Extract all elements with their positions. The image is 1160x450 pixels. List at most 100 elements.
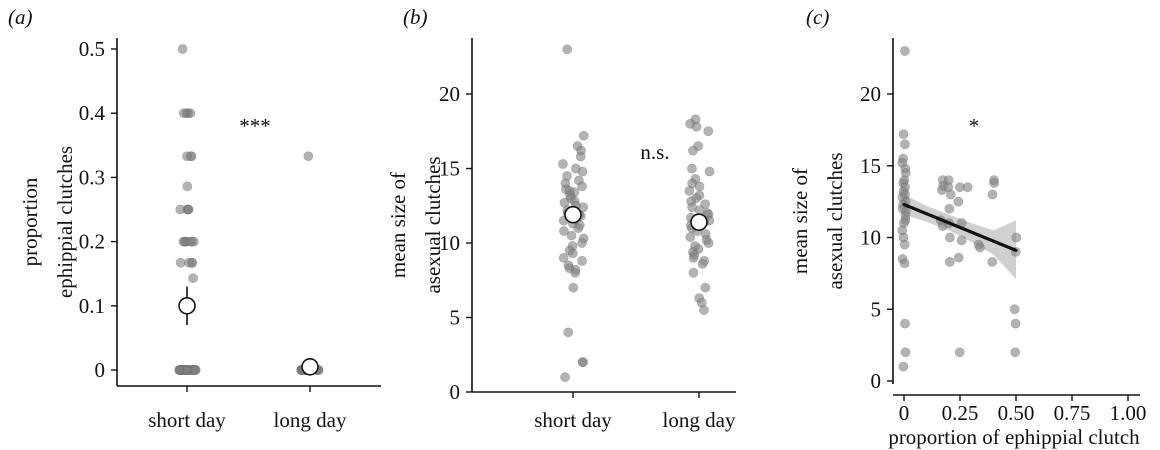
- mean-marker-a: [178, 296, 196, 315]
- panel-b: (b) 0 5 10 15 20 short day long day mean size of…: [386, 5, 736, 432]
- y-tick-label-a: 0.5: [79, 37, 105, 61]
- data-point-b: [577, 181, 587, 192]
- data-point-b: [577, 166, 588, 177]
- data-point-b: [688, 267, 699, 278]
- mean-marker-b: [564, 205, 582, 224]
- data-point-a: [303, 151, 314, 162]
- data-point-b: [699, 305, 709, 315]
- x-tick-label-c: 0: [899, 401, 910, 425]
- y-tick-label-c: 15: [860, 154, 881, 178]
- x-axis-title-c: proportion of ephippial clutch: [888, 425, 1140, 449]
- data-point-b: [568, 282, 579, 293]
- data-point-a: [188, 273, 198, 284]
- y-tick-label-b: 15: [439, 157, 460, 181]
- x-tick-label-b: long day: [663, 408, 736, 432]
- y-tick-label-c: 0: [871, 369, 882, 393]
- data-point-b: [685, 232, 696, 242]
- y-tick-label-a: 0.3: [79, 165, 105, 189]
- y-tick-label-a: 0: [95, 358, 106, 382]
- panel-label-a: (a): [8, 5, 33, 29]
- data-point-a: [183, 257, 194, 268]
- significance-label-c: *: [969, 114, 980, 138]
- data-point-c: [898, 361, 909, 372]
- data-point-c: [900, 139, 910, 150]
- data-point-b: [560, 372, 570, 382]
- data-point-a: [178, 108, 189, 119]
- data-point-b: [700, 282, 711, 293]
- panel-label-b: (b): [403, 5, 428, 29]
- data-point-b: [703, 126, 714, 137]
- data-point-b: [700, 199, 710, 210]
- data-point-c: [953, 196, 964, 207]
- data-point-a: [175, 257, 186, 268]
- significance-label-b: n.s.: [640, 140, 669, 164]
- y-tick-label-b: 0: [450, 380, 461, 404]
- data-point-c: [900, 347, 911, 358]
- data-point-c: [1010, 318, 1021, 329]
- data-point-b: [684, 185, 695, 196]
- x-tick-label-c: 1.00: [1110, 401, 1147, 425]
- data-point-b: [694, 181, 705, 192]
- x-tick-label-a: long day: [274, 408, 347, 432]
- data-point-a: [182, 181, 193, 192]
- data-point-c: [899, 46, 910, 56]
- data-point-c: [987, 256, 998, 267]
- mean-marker-a: [301, 357, 319, 376]
- data-point-b: [687, 163, 697, 174]
- y-tick-label-a: 0.1: [79, 294, 105, 318]
- data-point-c: [944, 256, 955, 267]
- data-point-b: [566, 230, 577, 241]
- data-point-b: [573, 223, 584, 233]
- data-point-c: [953, 252, 964, 263]
- x-tick-label-c: 0.50: [998, 401, 1035, 425]
- data-point-b: [570, 267, 580, 278]
- mean-marker-b: [690, 213, 708, 231]
- data-point-c: [1011, 232, 1022, 243]
- data-point-c: [989, 178, 1000, 188]
- data-point-a: [174, 365, 185, 375]
- data-point-c: [1009, 304, 1020, 315]
- y-tick-label-b: 20: [439, 82, 460, 106]
- data-point-c: [1010, 347, 1021, 358]
- data-point-b: [575, 151, 586, 162]
- y-tick-label-a: 0.2: [79, 230, 105, 254]
- panel-a: (a) 0 0.1 0.2 0.3 0.4 0.5 short day long day prop…: [8, 5, 381, 432]
- data-point-b: [578, 130, 589, 141]
- data-point-c: [956, 235, 967, 246]
- data-point-c: [944, 203, 955, 214]
- y-tick-label-b: 10: [439, 231, 460, 255]
- data-point-c: [975, 242, 985, 253]
- y-tick-label-c: 10: [860, 226, 881, 250]
- data-point-b: [577, 238, 587, 248]
- data-point-b: [697, 258, 708, 269]
- y-axis-title-c: mean size of: [788, 168, 812, 274]
- y-tick-label-c: 20: [860, 82, 881, 106]
- data-point-b: [688, 145, 698, 156]
- data-point-c: [900, 318, 910, 329]
- data-point-b: [558, 252, 569, 263]
- data-point-b: [577, 255, 587, 266]
- data-point-b: [578, 357, 588, 368]
- data-point-c: [898, 129, 909, 140]
- data-point-a: [183, 204, 194, 215]
- x-tick-label-c: 0.75: [1054, 401, 1091, 425]
- x-tick-label-b: short day: [534, 408, 612, 432]
- data-point-a: [182, 151, 192, 162]
- data-point-c: [899, 258, 910, 269]
- y-axis-title-a: proportion: [18, 177, 42, 266]
- data-point-c: [954, 347, 965, 358]
- data-point-b: [563, 327, 574, 338]
- data-point-c: [987, 189, 998, 200]
- data-point-b: [567, 248, 578, 259]
- regression-line-c: [902, 202, 1018, 253]
- data-point-b: [688, 252, 699, 263]
- data-point-a: [185, 236, 195, 247]
- y-tick-label-c: 5: [871, 297, 882, 321]
- significance-label-a: ***: [239, 114, 271, 138]
- data-point-c: [945, 189, 956, 200]
- data-point-a: [177, 44, 188, 54]
- x-tick-label-a: short day: [148, 408, 226, 432]
